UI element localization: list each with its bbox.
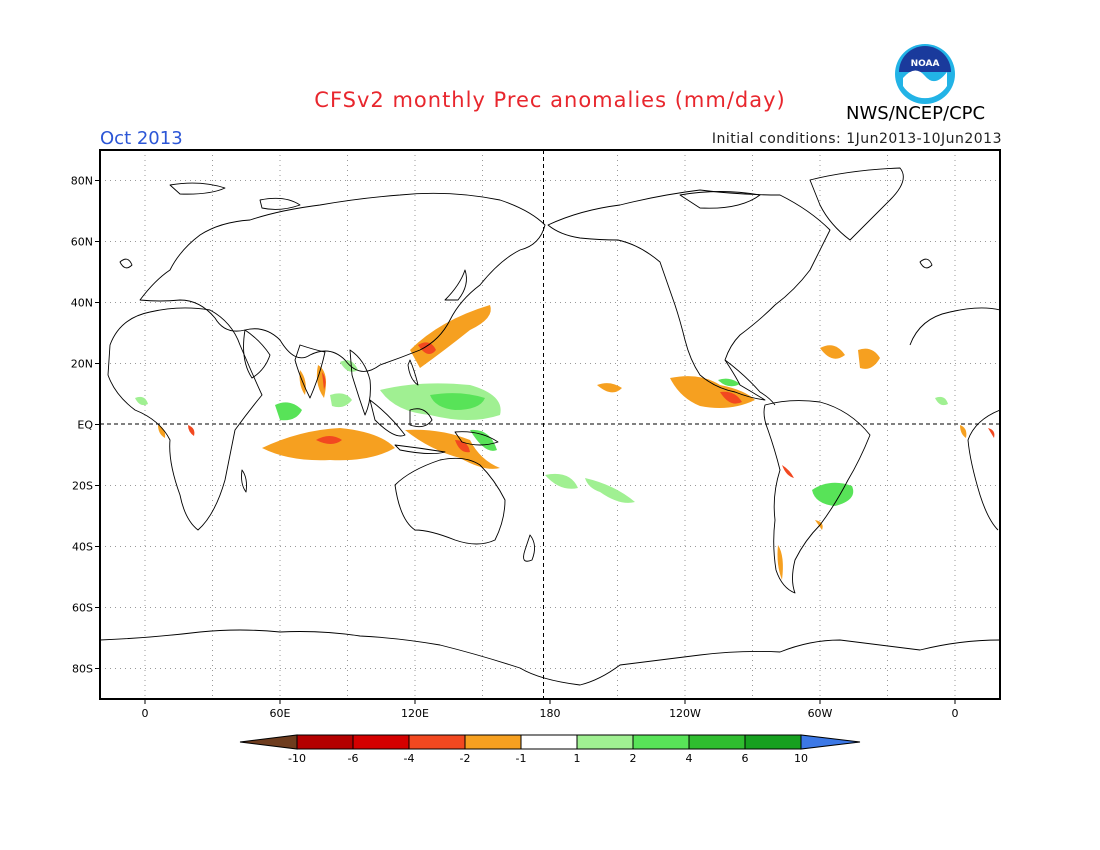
colorbar-swatch bbox=[296, 734, 354, 750]
noaa-logo-icon: NOAA bbox=[895, 44, 955, 104]
anomaly-region bbox=[418, 342, 436, 354]
colorbar-label: -10 bbox=[288, 752, 306, 765]
anomaly-region bbox=[988, 428, 995, 438]
colorbar-swatch bbox=[576, 734, 634, 750]
colorbar-label: 4 bbox=[686, 752, 693, 765]
colorbar: -10 -6 -4 -2 -1 1 2 4 6 10 bbox=[239, 734, 861, 765]
anomaly-region bbox=[820, 345, 845, 359]
anomaly-region bbox=[585, 478, 635, 503]
longitude-label: 180 bbox=[540, 707, 561, 720]
anomaly-region bbox=[158, 425, 166, 438]
anomaly-region bbox=[188, 425, 195, 436]
anomaly-region bbox=[262, 428, 395, 461]
anomaly-region bbox=[815, 520, 823, 530]
colorbar-label: -6 bbox=[348, 752, 359, 765]
anomaly-region bbox=[545, 473, 578, 489]
anomaly-region bbox=[405, 429, 500, 469]
coastlines bbox=[100, 167, 1000, 686]
latitude-label: 40S bbox=[72, 541, 93, 554]
longitude-label: 60W bbox=[808, 707, 833, 720]
logo-top-half bbox=[899, 46, 951, 72]
map-title: CFSv2 monthly Prec anomalies (mm/day) bbox=[314, 88, 786, 112]
colorbar-low-arrow bbox=[239, 734, 298, 750]
colorbar-swatch bbox=[744, 734, 802, 750]
latitude-label: 20S bbox=[72, 480, 93, 493]
anomaly-region bbox=[720, 391, 742, 404]
anomaly-region bbox=[777, 545, 783, 580]
longitude-label: 60E bbox=[270, 707, 291, 720]
anomaly-region bbox=[597, 383, 622, 393]
colorbar-swatch bbox=[520, 734, 578, 750]
latitude-label: 60S bbox=[72, 602, 93, 615]
latitude-labels: 80N 60N 40N 20N EQ 20S 40S 60S 80S bbox=[71, 175, 100, 676]
anomaly-region bbox=[782, 465, 794, 478]
latitude-label: 60N bbox=[71, 236, 93, 249]
latitude-label: 20N bbox=[71, 358, 93, 371]
logo-text: NOAA bbox=[911, 59, 940, 69]
latitude-label: 80N bbox=[71, 175, 93, 188]
latitude-label: 80S bbox=[72, 663, 93, 676]
valid-month-label: Oct 2013 bbox=[100, 128, 183, 149]
colorbar-label: -2 bbox=[460, 752, 471, 765]
colorbar-high-arrow bbox=[800, 734, 861, 750]
colorbar-label: 6 bbox=[742, 752, 749, 765]
agency-label: NWS/NCEP/CPC bbox=[846, 103, 986, 124]
anomaly-region bbox=[330, 393, 352, 408]
anomaly-region bbox=[718, 378, 740, 387]
longitude-label: 120W bbox=[669, 707, 701, 720]
latitude-label: EQ bbox=[77, 419, 93, 432]
latitude-label: 40N bbox=[71, 297, 93, 310]
colorbar-swatch bbox=[464, 734, 522, 750]
anomaly-region bbox=[935, 396, 948, 406]
anomaly-region bbox=[455, 440, 470, 453]
colorbar-swatch bbox=[408, 734, 466, 750]
logo-bird bbox=[903, 70, 947, 99]
colorbar-label: -4 bbox=[404, 752, 415, 765]
colorbar-label: 2 bbox=[630, 752, 637, 765]
longitude-labels: 0 60E 120E 180 120W 60W 0 bbox=[142, 699, 959, 720]
anomaly-region bbox=[430, 393, 485, 410]
colorbar-swatch bbox=[688, 734, 746, 750]
colorbar-swatch bbox=[352, 734, 410, 750]
anomaly-region bbox=[858, 348, 880, 369]
longitude-label: 120E bbox=[401, 707, 429, 720]
colorbar-label: 1 bbox=[574, 752, 581, 765]
colorbar-label: 10 bbox=[794, 752, 808, 765]
longitude-label: 0 bbox=[952, 707, 959, 720]
anomaly-region bbox=[960, 425, 967, 438]
initial-conditions-label: Initial conditions: 1Jun2013-10Jun2013 bbox=[711, 131, 1002, 147]
colorbar-swatch bbox=[632, 734, 690, 750]
anomaly-region bbox=[470, 429, 497, 451]
anomaly-region bbox=[135, 396, 148, 406]
colorbar-label: -1 bbox=[516, 752, 527, 765]
anomaly-region bbox=[322, 372, 326, 390]
anomaly-region bbox=[316, 436, 342, 444]
graticule bbox=[100, 150, 1000, 699]
anomaly-region bbox=[340, 360, 358, 372]
anomaly-region bbox=[275, 402, 302, 421]
longitude-label: 0 bbox=[142, 707, 149, 720]
